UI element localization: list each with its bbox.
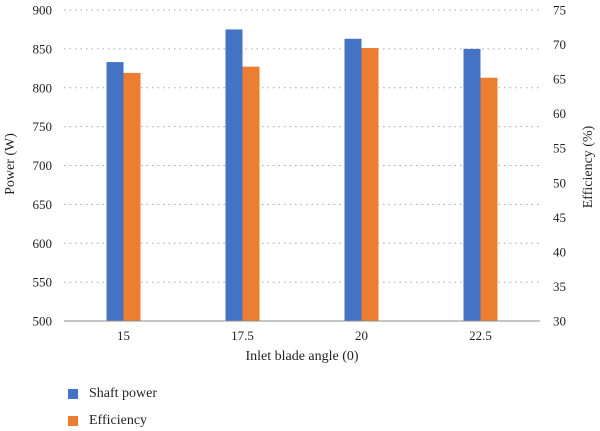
x-tick-label: 17.5 bbox=[231, 328, 254, 343]
y2-tick-label: 50 bbox=[553, 175, 566, 190]
bar-shaft-power bbox=[225, 29, 243, 321]
legend-label-efficiency: Efficiency bbox=[89, 413, 148, 428]
bars bbox=[106, 29, 498, 322]
bar-efficiency bbox=[123, 72, 141, 321]
y-tick-label: 600 bbox=[33, 236, 53, 251]
x-tick-label: 22.5 bbox=[469, 328, 492, 343]
y2-tick-label: 40 bbox=[553, 244, 566, 259]
y2-tick-label: 65 bbox=[553, 72, 566, 87]
gridlines bbox=[64, 9, 540, 283]
bar-shaft-power bbox=[106, 62, 124, 321]
legend-item-shaft-power: Shaft power bbox=[68, 386, 157, 402]
y2-tick-label: 30 bbox=[553, 314, 566, 329]
y-tick-labels: 500 550 600 650 700 750 800 850 900 bbox=[33, 3, 53, 329]
legend-swatch-shaft-power bbox=[68, 389, 78, 399]
y2-axis-title: Efficiency (%) bbox=[581, 125, 596, 208]
y-axis-title: Power (W) bbox=[3, 133, 18, 195]
y-tick-label: 550 bbox=[33, 275, 53, 290]
bar-shaft-power bbox=[344, 38, 362, 322]
x-tick-label: 20 bbox=[355, 328, 368, 343]
legend-item-efficiency: Efficiency bbox=[68, 413, 147, 429]
y2-tick-label: 70 bbox=[553, 37, 566, 52]
y-tick-label: 700 bbox=[33, 158, 53, 173]
bar-efficiency bbox=[361, 48, 379, 322]
x-tick-label: 15 bbox=[117, 328, 130, 343]
y-tick-label: 650 bbox=[33, 197, 53, 212]
y2-tick-label: 45 bbox=[553, 210, 566, 225]
x-tick-labels: 15 17.5 20 22.5 bbox=[117, 328, 492, 343]
y-tick-label: 500 bbox=[33, 314, 53, 329]
bar-efficiency bbox=[242, 66, 260, 321]
bar-efficiency bbox=[480, 77, 498, 322]
bar-shaft-power bbox=[463, 48, 481, 321]
legend-swatch-efficiency bbox=[68, 416, 78, 426]
legend-label-shaft-power: Shaft power bbox=[89, 386, 158, 401]
y-tick-label: 900 bbox=[33, 3, 53, 18]
y-tick-label: 750 bbox=[33, 119, 53, 134]
y-tick-label: 800 bbox=[33, 80, 53, 95]
y2-tick-label: 75 bbox=[553, 3, 566, 18]
y2-tick-label: 35 bbox=[553, 279, 566, 294]
x-axis-title: Inlet blade angle (0) bbox=[245, 349, 358, 364]
y-tick-label: 850 bbox=[33, 41, 53, 56]
y2-tick-labels: 30 35 40 45 50 55 60 65 70 75 bbox=[553, 3, 566, 329]
y2-tick-label: 60 bbox=[553, 106, 566, 121]
y2-tick-label: 55 bbox=[553, 141, 566, 156]
